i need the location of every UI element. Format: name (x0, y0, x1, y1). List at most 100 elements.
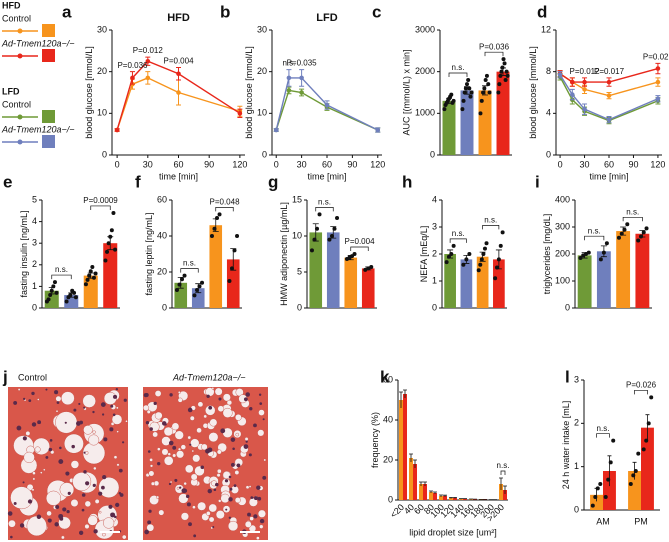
legend-swatch (42, 135, 55, 148)
individual-point (91, 275, 96, 280)
lipid-droplet (206, 511, 211, 516)
data-point (130, 75, 135, 81)
individual-point (505, 73, 510, 78)
lipid-droplet (92, 430, 96, 434)
individual-point (111, 210, 116, 215)
bar (628, 471, 641, 510)
annotation: n.s. (452, 229, 465, 238)
individual-point (478, 262, 483, 267)
nucleus (58, 459, 64, 465)
legend-label: Ad-Tmem120a−/− (1, 38, 75, 48)
lipid-droplet (205, 387, 215, 397)
individual-point (641, 230, 646, 235)
individual-point (638, 234, 643, 239)
individual-point (68, 293, 73, 298)
individual-point (105, 249, 110, 254)
lipid-droplet (197, 401, 204, 408)
individual-point (649, 395, 654, 400)
x-tick-label: 60 (604, 159, 614, 169)
individual-point (484, 73, 489, 78)
bar (439, 496, 443, 500)
individual-point (465, 82, 469, 87)
error-bar (419, 481, 423, 486)
bar (361, 268, 375, 308)
y-axis-label: NEFA [mEq/L] (419, 226, 429, 283)
annotation: P=0.012 (570, 67, 601, 76)
bar (309, 232, 323, 308)
lipid-droplet (102, 532, 106, 537)
data-point (655, 66, 661, 71)
nucleus (22, 436, 27, 441)
nucleus (19, 523, 25, 528)
nucleus (31, 391, 35, 396)
individual-point (590, 503, 595, 508)
bar (460, 259, 473, 308)
individual-point (444, 260, 449, 265)
nucleus (123, 398, 127, 402)
y-tick-label: 0 (262, 149, 267, 159)
y-axis-label: blood glucose [mmol/L] (84, 46, 94, 139)
error-bar (399, 391, 403, 408)
individual-point (496, 90, 501, 95)
y-tick-label: 30 (257, 24, 267, 34)
individual-point (493, 276, 498, 281)
nucleus (118, 468, 123, 473)
individual-point (309, 248, 314, 253)
x-axis-label: time [min] (159, 171, 198, 181)
lipid-droplet (32, 477, 36, 481)
nucleus (92, 483, 96, 488)
lipid-droplet (87, 515, 98, 526)
lipid-droplet (172, 453, 177, 458)
individual-point (625, 222, 630, 227)
bar (577, 255, 592, 308)
legend-label: Control (2, 99, 31, 109)
x-tick-label: 120 (370, 159, 385, 169)
lipid-droplet (163, 426, 174, 437)
error-bar (503, 485, 507, 494)
nucleus (206, 394, 210, 399)
lipid-droplet (152, 431, 159, 438)
lipid-droplet (201, 443, 208, 451)
individual-point (631, 473, 636, 478)
individual-point (232, 248, 237, 253)
individual-point (64, 299, 69, 304)
lipid-droplet (211, 387, 215, 390)
y-axis-label: triglycerides [mg/dL] (542, 214, 552, 295)
individual-point (48, 293, 53, 298)
annotation: n.s. (597, 424, 610, 433)
x-tick-label: 120 (232, 159, 247, 169)
nucleus (215, 482, 219, 487)
lipid-droplet (216, 449, 222, 455)
individual-point (108, 234, 113, 239)
individual-point (593, 495, 598, 499)
error-bar (645, 414, 650, 441)
nucleus (187, 407, 193, 413)
individual-point (109, 228, 114, 233)
nucleus (185, 494, 190, 499)
individual-point (466, 78, 471, 82)
nucleus (83, 470, 87, 474)
lipid-droplet (84, 500, 91, 508)
nucleus (253, 496, 258, 501)
nucleus (83, 451, 86, 454)
lipid-droplet (161, 448, 169, 456)
lipid-droplet (256, 536, 260, 540)
nucleus (200, 465, 205, 470)
nucleus (115, 387, 119, 391)
nucleus (236, 463, 241, 468)
bar (442, 100, 456, 155)
nucleus (262, 418, 265, 421)
lipid-droplet (209, 418, 218, 427)
individual-point (442, 107, 447, 112)
individual-point (484, 241, 489, 246)
bar (409, 458, 413, 500)
nucleus (13, 501, 17, 505)
bar (344, 257, 358, 308)
significance-bracket (315, 207, 334, 212)
data-point (570, 92, 575, 97)
lipid-droplet (23, 451, 35, 463)
bar (499, 484, 503, 500)
nucleus (110, 512, 116, 518)
nucleus (66, 509, 70, 514)
nucleus (188, 522, 192, 527)
